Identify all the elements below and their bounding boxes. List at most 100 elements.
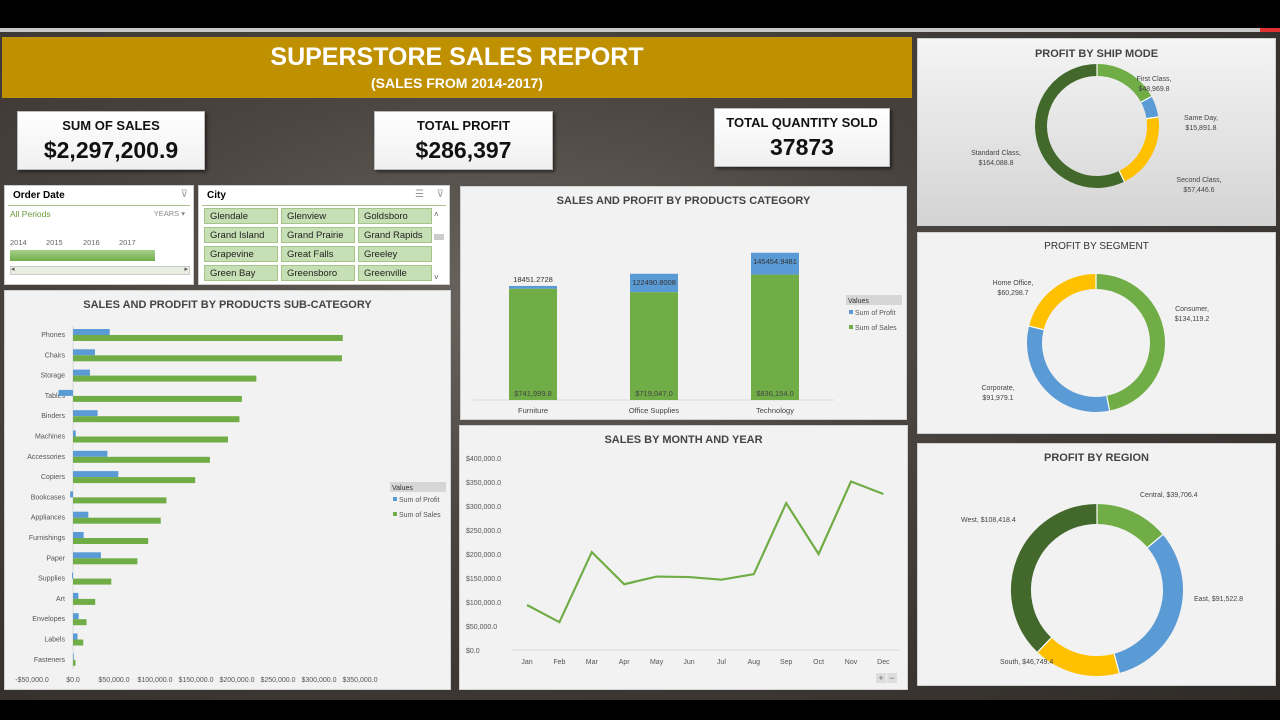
slice-name-label: Second Class, [1176, 177, 1221, 184]
slice-value-label: $134,119.2 [1175, 316, 1210, 323]
kpi-value: 37873 [770, 134, 834, 160]
chart-title: SALES AND PRODFIT BY PRODUCTS SUB-CATEGO… [83, 299, 372, 311]
x-tick-label: $150,000.0 [178, 677, 213, 684]
scroll-thumb[interactable] [434, 234, 444, 240]
category-label: Furnishings [29, 535, 66, 542]
year-2015[interactable]: 2015 [46, 238, 63, 247]
category-label: Technology [756, 406, 794, 415]
profit-data-label: 145454.9481 [753, 257, 797, 266]
donut-slice [1113, 534, 1183, 674]
sales-data-label: $836,154.0 [756, 389, 794, 398]
x-tick-label: $100,000.0 [137, 677, 172, 684]
donut-slice [1011, 504, 1098, 653]
profit-bar [509, 285, 557, 289]
city-item[interactable]: Green Bay [204, 265, 278, 281]
chart-title: SALES BY MONTH AND YEAR [604, 434, 763, 446]
x-tick-label: Apr [619, 659, 631, 666]
city-item[interactable]: Glendale [204, 208, 278, 224]
ship-mode-chart-panel: PROFIT BY SHIP MODE First Class, $48,969.… [917, 38, 1276, 226]
x-tick-label: Jan [521, 659, 532, 666]
scroll-right-icon[interactable]: ▸ [184, 266, 188, 273]
chart-title: PROFIT BY SEGMENT [1044, 241, 1149, 252]
scroll-left-icon[interactable]: ◂ [11, 266, 15, 273]
timeline-selection-bar[interactable] [10, 250, 155, 261]
clear-filter-icon[interactable]: ⊽ [180, 189, 188, 200]
sales-bar [73, 355, 342, 362]
category-label: Tables [45, 393, 66, 400]
slice-name-label: Corporate, [981, 385, 1014, 392]
sales-bar [73, 558, 138, 565]
order-date-slicer[interactable]: Order Date ⊽ All Periods YEARS ▾ 2014 20… [4, 185, 194, 285]
x-tick-label: May [650, 659, 664, 666]
profit-bar [72, 572, 73, 579]
category-label: Envelopes [32, 616, 65, 623]
sales-data-label: $741,999.8 [514, 389, 552, 398]
category-label: Furniture [518, 406, 548, 415]
legend-swatch [393, 497, 397, 501]
city-item[interactable]: Greensboro [281, 265, 355, 281]
y-tick-label: $50,000.0 [466, 624, 497, 631]
report-title: SUPERSTORE SALES REPORT [270, 43, 644, 71]
window-top-edge [0, 28, 1280, 32]
slice-separator [1118, 170, 1125, 182]
sales-bar [73, 436, 228, 443]
profit-bar [73, 633, 78, 640]
scroll-down-icon[interactable]: ˅ [434, 273, 439, 282]
collapse-button[interactable]: − [887, 673, 897, 683]
legend-swatch [849, 310, 853, 314]
kpi-value: $286,397 [415, 137, 512, 163]
kpi-label: TOTAL QUANTITY SOLD [726, 115, 878, 130]
slice-value-label: $15,891.8 [1185, 125, 1216, 132]
x-tick-label: Jun [683, 659, 694, 666]
time-level-dropdown[interactable]: YEARS ▾ [153, 209, 185, 218]
sales-bar [73, 395, 242, 402]
x-tick-label: Oct [813, 659, 824, 666]
donut-slice [1118, 116, 1159, 182]
legend-swatch [849, 325, 853, 329]
scroll-up-icon[interactable]: ˄ [434, 210, 439, 219]
category-label: Storage [40, 373, 65, 380]
profit-bar [630, 273, 678, 293]
profit-bar [73, 653, 74, 660]
profit-bar [73, 329, 110, 335]
x-tick-label: $250,000.0 [260, 677, 295, 684]
year-2016[interactable]: 2016 [83, 238, 100, 247]
subcategory-chart-panel: SALES AND PRODFIT BY PRODUCTS SUB-CATEGO… [4, 290, 451, 690]
sales-bar [73, 619, 87, 626]
expand-button[interactable]: + [876, 673, 886, 683]
category-label: Fasteners [34, 657, 66, 664]
sales-data-label: $719,047.0 [635, 389, 673, 398]
x-tick-label: Aug [748, 659, 761, 666]
city-item[interactable]: Greeley [358, 246, 432, 262]
year-2014[interactable]: 2014 [10, 238, 27, 247]
category-stacked-bar-chart: $741,999.8 18451.2728 Furniture $719,047.0 1… [473, 252, 902, 415]
clear-filter-icon[interactable]: ⊽ [436, 189, 444, 200]
city-item[interactable]: Grand Prairie [281, 227, 355, 243]
slice-value-label: $60,298.7 [997, 290, 1028, 297]
year-2017[interactable]: 2017 [119, 238, 136, 247]
city-scrollbar[interactable]: ˄ ˅ [434, 210, 444, 282]
sales-bar [73, 578, 112, 585]
city-item[interactable]: Grand Rapids [358, 227, 432, 243]
region-chart-panel: PROFIT BY REGION Central, $39,706.4 East,… [917, 443, 1276, 686]
slice-label: West, $108,418.4 [961, 517, 1016, 524]
donut-slice [1029, 274, 1097, 331]
city-item[interactable]: Great Falls [281, 246, 355, 262]
sales-bar [73, 598, 96, 605]
time-level-label: YEARS [153, 209, 180, 218]
sales-bar [73, 659, 76, 666]
timeline-scrollbar[interactable]: ◂ ▸ [10, 266, 190, 275]
sales-line [526, 480, 884, 624]
category-label: Office Supplies [629, 406, 680, 415]
city-item[interactable]: Goldsboro [358, 208, 432, 224]
city-item[interactable]: Grapevine [204, 246, 278, 262]
legend-title: Values [848, 298, 869, 305]
city-slicer[interactable]: City ☰ ⊽ Glendale Glenview Goldsboro Gra… [198, 185, 450, 285]
multi-select-icon[interactable]: ☰ [415, 189, 424, 200]
slice-value-label: $57,446.6 [1183, 187, 1214, 194]
city-item[interactable]: Glenview [281, 208, 355, 224]
city-item[interactable]: Greenville [358, 265, 432, 281]
monthly-line-chart: $0.0 $50,000.0 $100,000.0 $150,000.0 $200,00… [466, 456, 900, 666]
city-item[interactable]: Grand Island [204, 227, 278, 243]
slice-value-label: $48,969.8 [1138, 86, 1169, 93]
